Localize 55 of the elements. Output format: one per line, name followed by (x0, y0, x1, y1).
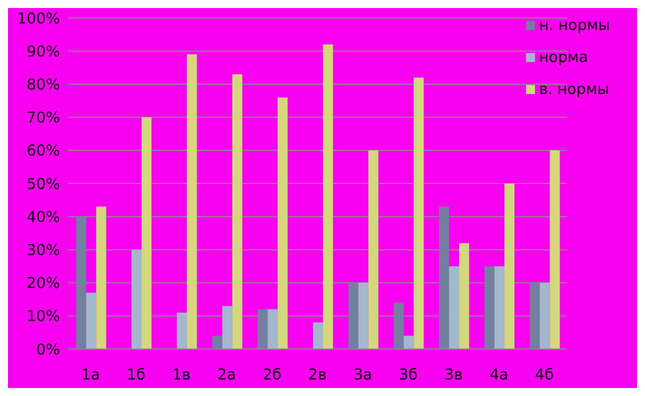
x-tick-label: 1б (126, 366, 146, 384)
y-tick-label: 100% (17, 9, 60, 28)
bar (278, 97, 288, 349)
x-tick-label: 3б (398, 366, 418, 384)
legend-label: н. нормы (539, 16, 610, 34)
x-tick-label: 1а (81, 366, 100, 384)
bar (186, 54, 197, 349)
bar (540, 282, 550, 349)
bar (232, 74, 242, 349)
y-tick-label: 80% (26, 76, 60, 94)
bar (368, 150, 378, 349)
bar (96, 206, 106, 349)
bar (268, 309, 278, 349)
bar (176, 312, 187, 349)
bar (484, 266, 494, 349)
bar (449, 266, 460, 349)
legend-label: норма (539, 48, 588, 66)
bar (212, 336, 222, 349)
y-tick-label: 90% (26, 42, 60, 60)
bar (322, 44, 333, 349)
x-tick-label: 4а (490, 366, 508, 384)
bar (358, 282, 368, 349)
bar (312, 322, 323, 349)
bar (76, 216, 86, 349)
y-tick-label: 40% (26, 208, 60, 226)
bar (394, 302, 404, 349)
bar (414, 78, 424, 349)
x-tick-label: 2в (308, 366, 327, 384)
y-tick-label: 60% (26, 142, 60, 160)
y-tick-label: 70% (26, 108, 60, 127)
x-tick-label: 1в (172, 366, 191, 384)
y-tick-label: 20% (26, 274, 60, 292)
legend-label: в. нормы (539, 80, 610, 98)
y-tick-label: 30% (26, 241, 60, 260)
bar (86, 292, 96, 349)
y-tick-label: 0% (36, 340, 60, 358)
x-tick-label: 4б (534, 366, 554, 384)
bar (439, 206, 450, 349)
bar (494, 266, 504, 349)
x-tick-label: 2а (217, 366, 236, 384)
y-tick-label: 10% (26, 307, 60, 326)
bar (132, 250, 142, 349)
bar (222, 306, 232, 349)
x-tick-label: 3а (353, 366, 372, 384)
bar (404, 336, 414, 349)
bar (530, 282, 540, 349)
bar (550, 150, 560, 349)
bar (142, 117, 152, 349)
x-tick-label: 3в (444, 366, 463, 384)
bar (258, 309, 268, 349)
bar (504, 184, 514, 349)
bar (348, 282, 358, 349)
x-tick-label: 2б (262, 366, 282, 384)
y-tick-label: 50% (26, 174, 60, 193)
bar (459, 243, 470, 349)
